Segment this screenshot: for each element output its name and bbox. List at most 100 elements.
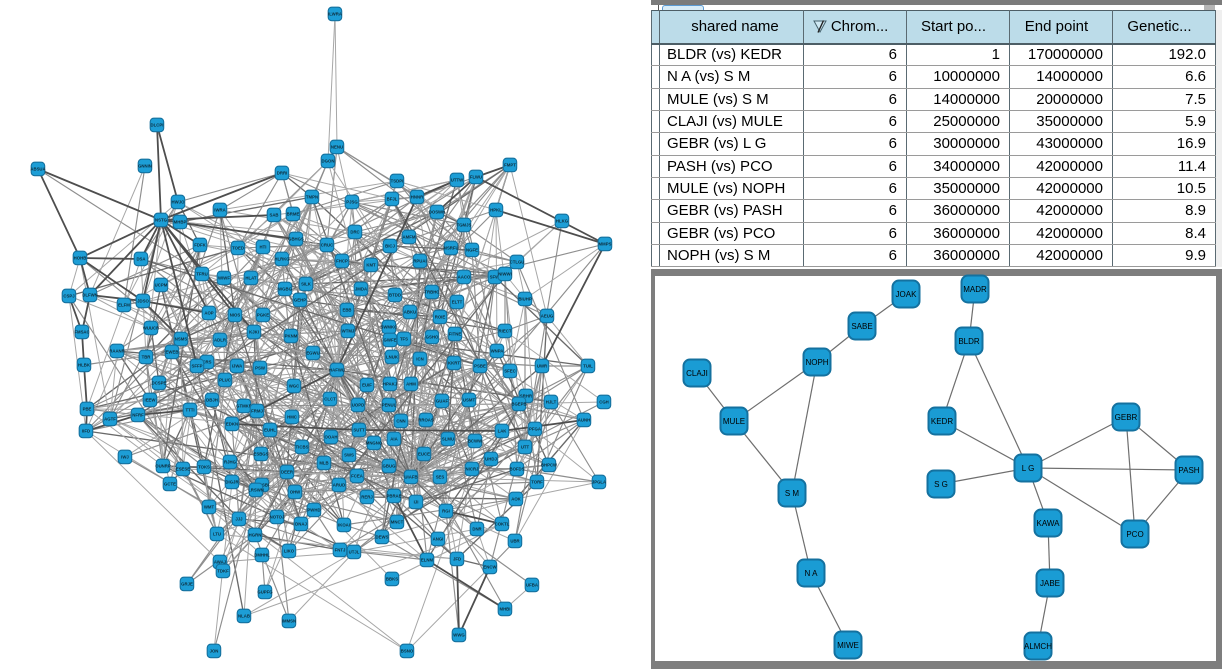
svg-text:BGEPB: BGEPB [511, 402, 526, 407]
svg-text:FCEA: FCEA [351, 474, 363, 479]
svg-text:TFS: TFS [400, 337, 408, 342]
svg-text:OOAH: OOAH [325, 435, 338, 440]
svg-text:ENCW: ENCW [483, 565, 497, 570]
svg-text:IJWA: IJWA [232, 364, 243, 369]
svg-text:LRSWN: LRSWN [248, 488, 264, 493]
svg-text:PCO: PCO [1126, 530, 1143, 539]
svg-text:HLKG: HLKG [556, 219, 569, 224]
svg-text:JDSO: JDSO [137, 299, 149, 304]
svg-text:SLMU: SLMU [442, 437, 454, 442]
svg-text:WGBG: WGBG [278, 287, 293, 292]
svg-text:GSHO: GSHO [426, 335, 439, 340]
svg-text:AMFM: AMFM [403, 235, 416, 240]
svg-text:FITNE: FITNE [449, 332, 462, 337]
svg-text:DCSPE: DCSPE [152, 381, 167, 386]
svg-text:DRC: DRC [350, 230, 359, 235]
svg-text:S M: S M [785, 489, 800, 498]
svg-text:PSW: PSW [255, 366, 266, 371]
svg-text:ROIE: ROIE [435, 315, 446, 320]
svg-text:TOED: TOED [232, 246, 244, 251]
svg-text:BTDD: BTDD [389, 293, 401, 298]
svg-text:UCPM: UCPM [155, 283, 168, 288]
svg-text:WMT: WMT [204, 505, 215, 510]
svg-text:EUHL: EUHL [264, 428, 276, 433]
svg-text:BSNO: BSNO [401, 649, 414, 654]
svg-text:AOP: AOP [204, 311, 213, 316]
svg-text:HPAKJ: HPAKJ [383, 382, 398, 387]
svg-text:NIWWI: NIWWI [498, 272, 512, 277]
svg-text:CRS: CRS [202, 360, 211, 365]
svg-text:DMHHL: DMHHL [254, 553, 270, 558]
svg-text:HLRKG: HLRKG [274, 257, 290, 262]
svg-text:BBKS: BBKS [386, 577, 398, 582]
svg-text:EGWU: EGWU [306, 351, 319, 356]
svg-text:DLCPI: DLCPI [151, 123, 164, 128]
svg-text:JPGLA: JPGLA [592, 480, 606, 485]
svg-text:AEUG: AEUG [541, 314, 554, 319]
svg-text:TRBHO: TRBHO [424, 290, 440, 295]
svg-text:ADLR: ADLR [214, 338, 227, 343]
svg-text:KMT: KMT [366, 263, 376, 268]
svg-text:NGFE: NGFE [466, 248, 478, 253]
svg-text:GUPFG: GUPFG [257, 590, 273, 595]
svg-text:HMC: HMC [287, 415, 297, 420]
svg-text:GUAF: GUAF [436, 399, 449, 404]
svg-text:CTLGU: CTLGU [510, 260, 525, 265]
svg-text:RPUAI: RPUAI [413, 259, 426, 264]
svg-text:MIWE: MIWE [837, 641, 859, 650]
svg-text:ICN: ICN [416, 357, 423, 362]
svg-text:GBHGS: GBHGS [288, 237, 304, 242]
svg-text:SRHR: SRHR [520, 394, 533, 399]
svg-text:IMMSN: IMMSN [282, 619, 296, 624]
svg-text:AUNH: AUNH [578, 418, 590, 423]
svg-text:KJKI: KJKI [249, 330, 259, 335]
svg-text:MSRFU: MSRFU [443, 246, 458, 251]
svg-text:GTMKR: GTMKR [236, 404, 253, 409]
svg-text:DNAJ: DNAJ [295, 522, 307, 527]
svg-text:PSBE: PSBE [474, 364, 486, 369]
svg-text:GEHP: GEHP [294, 298, 306, 303]
svg-text:NIOS: NIOS [230, 313, 241, 318]
svg-text:DIGJR: DIGJR [225, 480, 239, 485]
svg-text:DEER: DEER [281, 470, 294, 475]
svg-text:JOAK: JOAK [896, 290, 918, 299]
svg-text:HLBK: HLBK [78, 363, 91, 368]
svg-text:UFBA: UFBA [526, 583, 538, 588]
svg-text:COKTL: COKTL [495, 522, 510, 527]
svg-text:IWRA: IWRA [214, 208, 225, 213]
svg-text:TMPN: TMPN [306, 195, 318, 200]
svg-text:TFRU: TFRU [196, 272, 207, 277]
svg-text:BHPCW: BHPCW [541, 463, 558, 468]
svg-text:MHBI: MHBI [500, 607, 511, 612]
svg-text:RJHG: RJHG [224, 460, 237, 465]
svg-text:EDKN: EDKN [226, 422, 238, 427]
svg-text:SWS: SWS [344, 453, 354, 458]
svg-text:MULE: MULE [723, 417, 745, 426]
svg-text:HAFWU: HAFWU [329, 368, 345, 373]
svg-text:S G: S G [934, 480, 948, 489]
svg-text:MMPS: MMPS [599, 242, 612, 247]
svg-text:NICRJ: NICRJ [466, 467, 480, 472]
svg-text:NSMS: NSMS [175, 337, 188, 342]
svg-text:GWFE: GWFE [384, 338, 397, 343]
svg-text:ELTT: ELTT [452, 300, 463, 305]
svg-text:DOSWH: DOSWH [429, 210, 445, 215]
svg-text:AHM: AHM [406, 382, 416, 387]
svg-text:TOKS: TOKS [198, 465, 210, 470]
svg-text:ESESE: ESESE [176, 467, 190, 472]
svg-text:FDFK: FDFK [194, 243, 206, 248]
svg-text:HPKL: HPKL [490, 208, 502, 213]
svg-text:SABE: SABE [851, 322, 872, 331]
svg-text:RIECT: RIECT [499, 329, 512, 334]
svg-text:HNNR: HNNR [411, 195, 424, 200]
svg-text:PJSG: PJSG [346, 200, 358, 205]
svg-text:HTI: HTI [260, 245, 267, 250]
svg-text:CLCT: CLCT [324, 397, 336, 402]
svg-text:CSPJ: CSPJ [63, 294, 75, 299]
svg-text:EUIF: EUIF [362, 383, 372, 388]
svg-text:RGI: RGI [442, 509, 450, 514]
svg-text:TUIL: TUIL [583, 364, 593, 369]
svg-text:MHBP: MHBP [174, 220, 187, 225]
svg-text:PGKE: PGKE [257, 313, 269, 318]
svg-text:AIA: AIA [390, 437, 397, 442]
